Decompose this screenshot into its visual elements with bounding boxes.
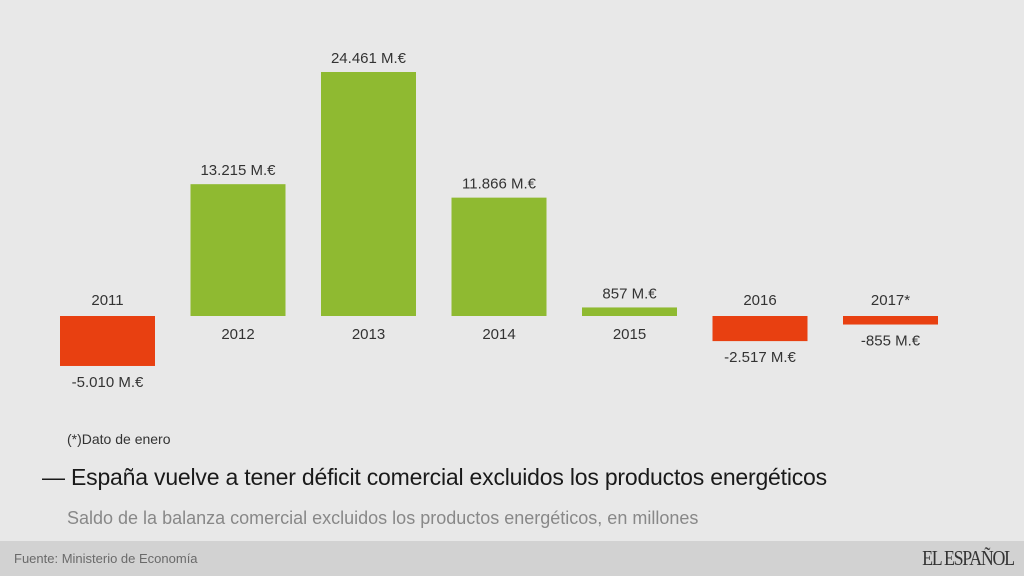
category-label: 2013 [352,326,385,343]
value-label: 13.215 M.€ [200,162,276,179]
publisher-logo: EL ESPAÑOL [922,546,1015,570]
bar-2013 [321,72,416,316]
footnote: (*)Dato de enero [67,431,171,447]
value-label: 24.461 M.€ [331,50,407,67]
category-label: 2011 [91,292,123,309]
bar-2015 [582,307,677,316]
bar-2014 [451,197,547,316]
bar-chart: -5.010 M.€ 2011 13.215 M.€ 2012 24.461 M.€ 20… [60,50,938,391]
footer-bar: Fuente: Ministerio de Economía EL ESPAÑO… [0,541,1024,576]
source-text: Fuente: Ministerio de Economía [14,551,198,566]
value-label: -5.010 M.€ [72,374,144,391]
bar-2016 [712,316,808,342]
bar-2012 [190,184,286,316]
chart-title: — España vuelve a tener déficit comercia… [42,464,827,491]
value-label: -2.517 M.€ [724,349,796,366]
value-label: 857 M.€ [602,285,657,302]
bar-2011 [60,316,155,366]
bar-2017* [843,316,938,325]
title-dash: — [42,464,65,490]
category-label: 2012 [221,326,254,343]
category-label: 2014 [482,326,515,343]
value-label: 11.866 M.€ [462,176,537,193]
title-text: España vuelve a tener déficit comercial … [71,464,827,490]
value-label: -855 M.€ [861,333,921,350]
chart-subtitle: Saldo de la balanza comercial excluidos … [67,508,699,528]
category-label: 2015 [613,326,646,343]
category-label: 2017* [871,292,910,309]
category-label: 2016 [743,292,776,309]
